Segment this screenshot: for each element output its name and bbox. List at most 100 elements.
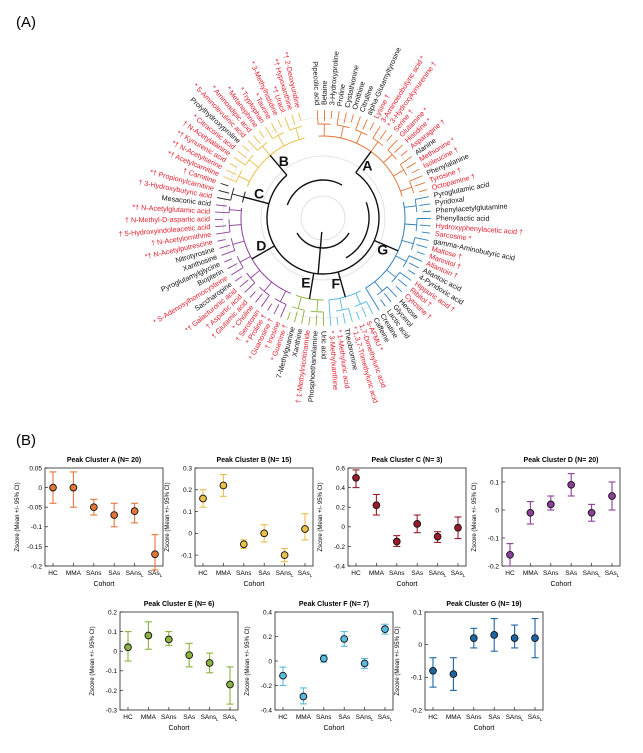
y-tick-label: -0.2 [31, 563, 43, 570]
trunk-arc [266, 172, 380, 275]
subcluster-stem [328, 299, 331, 312]
cluster-stem [251, 245, 275, 260]
mean-point [449, 670, 458, 678]
x-tick-label: SAnsL [356, 714, 375, 722]
subcluster-stem [400, 186, 412, 192]
cluster-letter: B [279, 153, 289, 169]
subcluster-stem [393, 169, 404, 177]
x-tick-subscript: L [463, 573, 466, 578]
x-tick-subscript: L [371, 717, 374, 722]
leaf-branch [414, 182, 426, 187]
leaf-branch [224, 258, 232, 263]
leaf-branch [409, 175, 423, 182]
leaf-branch [242, 145, 250, 152]
y-axis-label: Zscore (Mean +/- 95% CI) [318, 482, 324, 551]
leaf-branch [416, 244, 428, 248]
x-tick-label: MMA [446, 714, 462, 721]
leaf-branch [316, 110, 319, 125]
subcluster-stem [250, 269, 261, 279]
leaf-branch [356, 312, 360, 320]
subcluster-stem [262, 145, 271, 156]
x-tick-label: SAs [338, 714, 351, 721]
leaf-branch [237, 150, 248, 159]
mean-point [546, 500, 555, 509]
cluster-letter: A [362, 157, 372, 173]
y-axis-label: Zscore (Mean +/- 95% CI) [165, 482, 171, 551]
x-tick-subscript: L [310, 573, 313, 578]
leaf-branch [399, 271, 412, 281]
leaf-branch [298, 112, 302, 121]
cluster-letter: E [301, 275, 310, 291]
subcluster-stem [232, 193, 244, 198]
x-axis-label: Cohort [243, 581, 264, 588]
leaf-branch [271, 122, 278, 133]
subcluster-stem [404, 223, 417, 226]
x-axis-label: Cohort [93, 581, 114, 588]
mean-point [340, 635, 349, 643]
leaf-branch [308, 317, 311, 326]
mean-point [124, 643, 132, 652]
subcluster-stem [355, 292, 361, 305]
mean-point [587, 508, 596, 517]
leaf-branch [355, 116, 361, 130]
subcluster-stem [395, 255, 407, 262]
leaf-branch [379, 130, 387, 140]
mean-point [49, 483, 57, 492]
x-tick-label: SAs [183, 714, 196, 721]
trunk-arc [345, 202, 370, 259]
subcluster-stem [339, 298, 343, 311]
mean-point [454, 523, 462, 532]
leaf-branch [221, 250, 235, 256]
x-tick-subscript: L [540, 717, 543, 722]
subcluster-arc [415, 218, 418, 232]
x-tick-label: SAsL [378, 714, 393, 722]
mean-point [260, 529, 269, 538]
subcluster-arc [230, 187, 235, 201]
subcluster-stem [374, 281, 383, 292]
mean-point [89, 503, 98, 512]
mean-point [185, 651, 194, 659]
x-axis-label: Cohort [396, 581, 417, 588]
x-axis-label: Cohort [473, 725, 494, 732]
metabolite-label: * 3-Methylxanthine [327, 330, 340, 390]
cluster-letter: C [254, 186, 264, 202]
panel-label-b: (B) [16, 432, 36, 449]
mean-point [164, 635, 173, 644]
plot-title: Peak Cluster F (N= 7) [299, 601, 369, 608]
x-tick-label: HC [505, 570, 515, 577]
trunk-arc [286, 179, 343, 206]
leaf-branch [395, 285, 403, 293]
y-tick-label: 0.4 [263, 609, 272, 616]
mean-point [299, 692, 308, 701]
leaf-branch [400, 156, 413, 165]
subcluster-stem [297, 296, 302, 309]
y-tick-label: -0.1 [31, 524, 43, 531]
mean-point [372, 501, 381, 510]
y-tick-label: -0.3 [106, 707, 118, 714]
x-tick-subscript: L [521, 717, 524, 722]
x-tick-subscript: L [291, 573, 294, 578]
leaf-branch [226, 169, 237, 176]
y-tick-label: 0 [188, 531, 192, 538]
subcluster-arc [228, 206, 231, 213]
x-tick-label: SAsL [148, 570, 163, 578]
x-tick-label: HC [198, 570, 208, 577]
cluster-d: † Inosine* Guanosine †* Proline †† Serot… [118, 193, 291, 361]
leaf-branch [249, 291, 256, 298]
x-tick-label: SAs [565, 570, 578, 577]
leaf-branch [362, 119, 368, 130]
mean-point [226, 680, 234, 689]
subcluster-stem [238, 175, 250, 182]
cluster-letter: F [331, 276, 340, 292]
x-tick-label: SAs [258, 570, 271, 577]
subcluster-stem [229, 224, 242, 227]
trunk-arc [296, 232, 350, 249]
leaf-branch [235, 276, 243, 282]
subcluster-stem [229, 209, 242, 212]
subcluster-stem [279, 290, 287, 302]
leaf-branch [258, 130, 265, 138]
mean-point [144, 631, 153, 640]
mean-point [510, 634, 519, 642]
leaf-branch [386, 134, 393, 142]
leaf-branch [394, 144, 403, 153]
